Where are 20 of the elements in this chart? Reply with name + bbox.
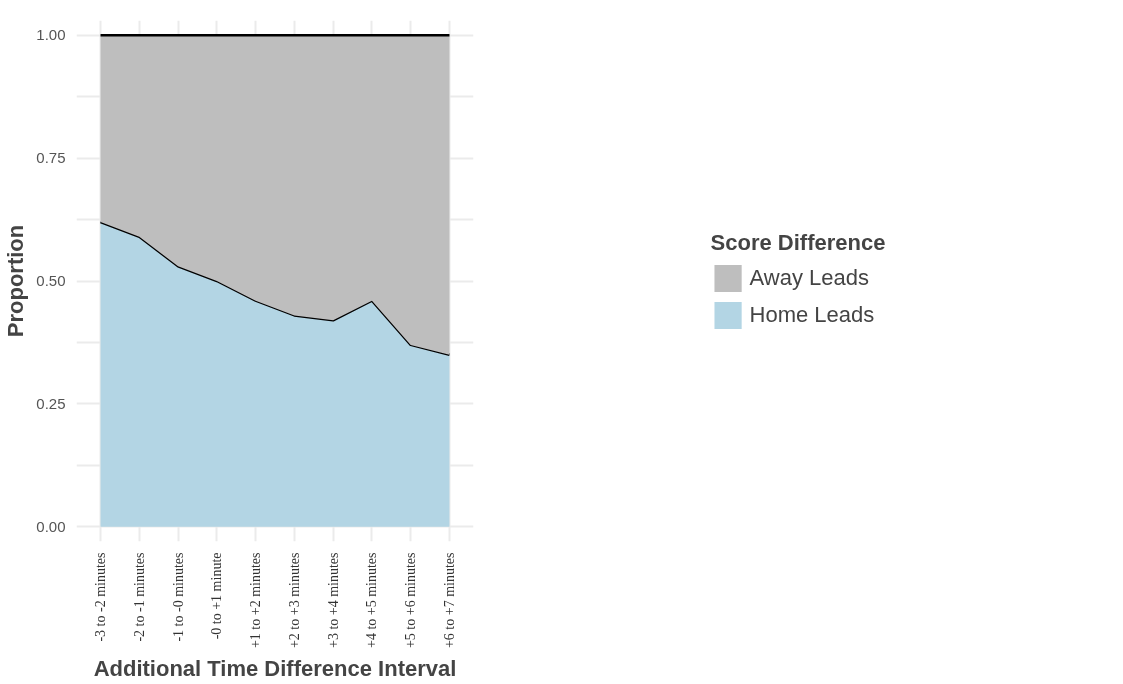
x-tick-label: +6 to +7 minutes <box>441 552 457 649</box>
y-tick-label: 0.25 <box>36 394 66 412</box>
y-tick-label: 0.00 <box>36 517 66 535</box>
y-tick-label: 1.00 <box>36 26 66 44</box>
y-tick-label: 0.50 <box>36 272 66 289</box>
x-tick-label: -0 to +1 minute <box>209 552 225 640</box>
legend-title: Score Difference <box>710 229 886 256</box>
x-tick-label: -3 to -2 minutes <box>93 552 109 642</box>
x-tick-label: -1 to -0 minutes <box>170 552 186 642</box>
y-axis-title: Proportion <box>3 224 29 338</box>
x-tick-label: +5 to +6 minutes <box>403 552 419 649</box>
legend-label: Away Leads <box>749 264 870 291</box>
x-tick-label: +3 to +4 minutes <box>325 552 341 649</box>
x-tick-label: +4 to +5 minutes <box>364 552 380 649</box>
legend-label: Home Leads <box>749 301 875 328</box>
y-tick-label: 0.75 <box>36 149 66 167</box>
x-axis-title: Additional Time Difference Interval <box>93 656 457 682</box>
x-tick-label: +1 to +2 minutes <box>248 552 264 649</box>
x-tick-label: +2 to +3 minutes <box>286 552 302 649</box>
x-tick-label: -2 to -1 minutes <box>131 552 147 642</box>
